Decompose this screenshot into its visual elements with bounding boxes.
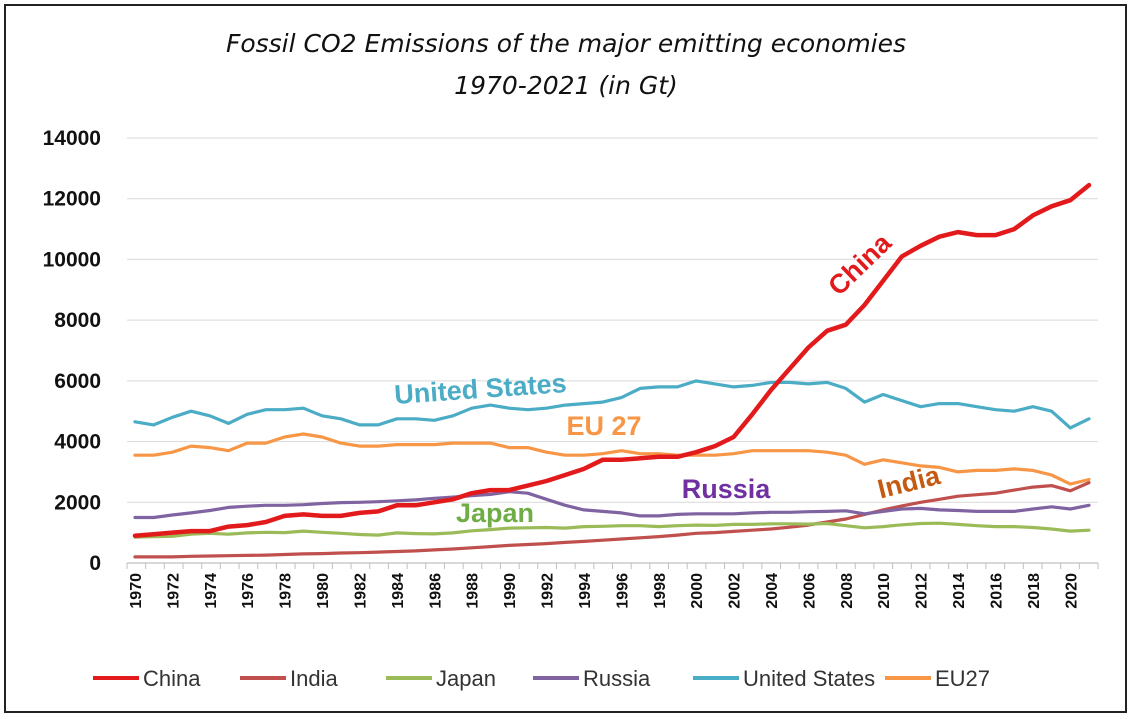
legend-item-japan: Japan [386,666,496,691]
annotation-japan: Japan [456,498,534,528]
legend-label: China [143,666,201,691]
x-tick-label: 1992 [540,573,557,609]
y-tick-label: 8000 [54,309,101,332]
annotation-united-states: United States [393,368,567,410]
y-tick-label: 4000 [54,431,101,454]
chart-title-line1: Fossil CO2 Emissions of the major emitti… [226,29,906,58]
y-tick-label: 12000 [43,188,101,211]
series-line-eu27 [133,432,1091,486]
x-tick-label: 1976 [240,573,257,609]
y-axis-tick-labels: 0 2000 4000 6000 8000 10000 12000 14000 [43,127,101,575]
y-tick-label: 0 [89,552,101,575]
x-axis-tick-labels: 1970 1972 1974 1976 1978 1980 1982 1984 1986 1988… [128,573,1080,609]
x-tick-label: 2014 [951,573,968,609]
x-tick-label: 2016 [988,573,1005,609]
x-tick-label: 1984 [390,573,407,609]
x-tick-label: 2006 [801,573,818,609]
x-tick-label: 1980 [315,573,332,609]
x-tick-label: 1988 [465,573,482,609]
legend-item-united-states: United States [693,666,875,691]
x-axis [126,562,1099,569]
legend-item-china: China [93,666,201,691]
x-tick-label: 1990 [502,573,519,609]
chart-frame [4,4,1127,713]
y-tick-label: 2000 [54,491,101,514]
legend-item-india: India [240,666,338,691]
annotation-china: China [822,227,897,301]
x-tick-label: 1982 [352,573,369,609]
y-tick-label: 10000 [43,248,101,271]
series-line-russia [133,490,1091,520]
x-tick-label: 1998 [652,573,669,609]
legend-label: Japan [436,666,496,691]
annotation-russia: Russia [682,474,772,504]
annotation-eu27: EU 27 [566,411,641,441]
series-line-india [133,481,1091,559]
x-tick-label: 1974 [203,573,220,609]
legend-label: United States [743,666,875,691]
x-tick-label: 1972 [165,573,182,609]
legend-item-russia: Russia [533,666,651,691]
series-lines [132,182,1092,559]
chart-title-line2: 1970-2021 (in Gt) [454,71,678,100]
x-tick-label: 1978 [278,573,295,609]
legend: China India Japan Russia United States EU27 [93,666,990,691]
legend-label: India [290,666,338,691]
x-tick-label: 2018 [1026,573,1043,609]
y-tick-label: 6000 [54,370,101,393]
x-tick-label: 1970 [128,573,145,609]
series-line-japan [133,521,1091,539]
x-tick-label: 1996 [614,573,631,609]
x-tick-label: 2012 [914,573,931,609]
x-tick-label: 2004 [764,573,781,609]
series-line-china [132,182,1092,538]
legend-label: Russia [583,666,651,691]
x-tick-label: 2002 [727,573,744,609]
gridlines [127,137,1098,564]
x-tick-label: 1986 [427,573,444,609]
y-tick-label: 14000 [43,127,101,150]
legend-item-eu27: EU27 [885,666,990,691]
x-tick-label: 2010 [876,573,893,609]
annotation-india: India [875,460,944,505]
series-line-united-states [133,379,1091,430]
x-tick-label: 2000 [689,573,706,609]
x-tick-label: 2020 [1063,573,1080,609]
x-tick-label: 2008 [839,573,856,609]
legend-label: EU27 [935,666,990,691]
x-tick-label: 1994 [577,573,594,609]
